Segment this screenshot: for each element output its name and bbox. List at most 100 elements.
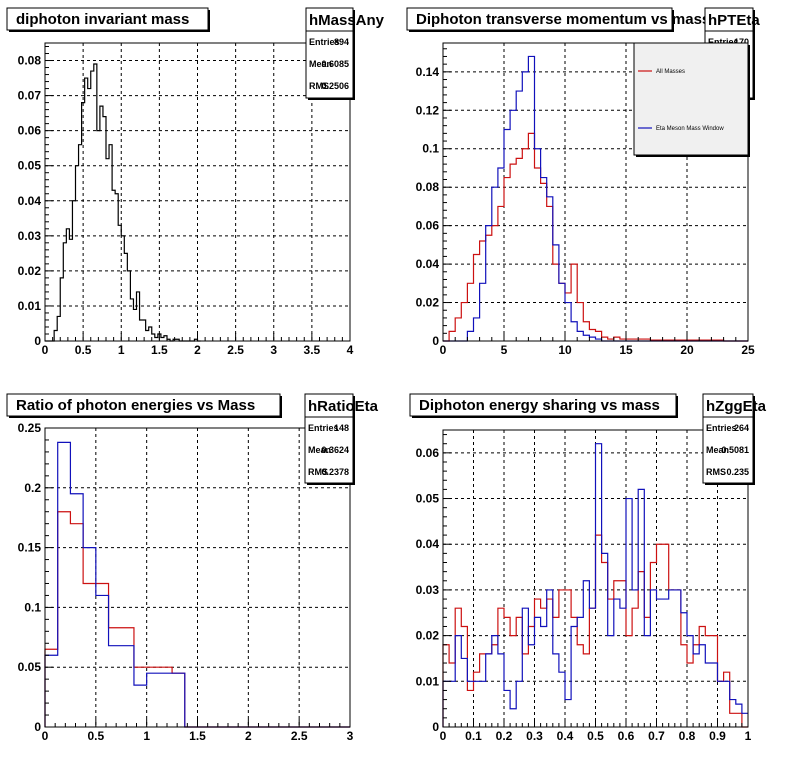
y-tick-label: 0.04: [416, 537, 440, 551]
chart-panel-2: 0 5 10 15 20 25 0 0.02 0.04 0.06 0.08 0.1 0.12 0.14 Di…: [406, 7, 760, 357]
stats-box: [305, 7, 354, 99]
y-tick-label: 0.03: [18, 229, 42, 243]
y-tick-label: 0: [34, 334, 41, 348]
stats-label: Entries: [308, 423, 339, 433]
x-tick-label: 0: [440, 729, 447, 743]
stats-box: [304, 393, 354, 484]
y-tick-label: 0.01: [18, 299, 42, 313]
y-tick-label: 0.05: [18, 660, 42, 674]
y-tick-label: 0.04: [416, 257, 440, 271]
x-tick-label: 5: [501, 343, 508, 357]
x-tick-label: 2: [194, 343, 201, 357]
chart-title: Ratio of photon energies vs Mass: [16, 397, 255, 414]
y-tick-label: 0.07: [18, 89, 42, 103]
y-tick-label: 0.25: [18, 421, 42, 435]
x-tick-label: 20: [680, 343, 694, 357]
stats-value: 0.2506: [321, 81, 349, 91]
x-tick-label: 0.7: [648, 729, 665, 743]
histogram-series-1: [443, 132, 748, 342]
x-tick-label: 4: [347, 343, 354, 357]
y-tick-label: 0.01: [416, 674, 440, 688]
x-tick-label: 15: [619, 343, 633, 357]
stats-label: Mean: [308, 445, 331, 455]
stats-label: Entries: [708, 37, 739, 47]
x-tick-label: 0.4: [557, 729, 574, 743]
y-tick-label: 0: [34, 720, 41, 734]
x-tick-label: 2.5: [227, 343, 244, 357]
chart-panel-3: 0 0.5 1 1.5 2 2.5 3 0 0.05 0.1 0.15 0.2 0.25 Ratio of…: [6, 393, 379, 743]
stats-value: 894: [334, 37, 349, 47]
y-tick-label: 0.15: [18, 541, 42, 555]
x-tick-label: 0.3: [526, 729, 543, 743]
y-tick-label: 0: [432, 334, 439, 348]
x-tick-label: 0.5: [75, 343, 92, 357]
y-tick-label: 0.06: [18, 124, 42, 138]
stats-name: hZggEta: [706, 398, 767, 415]
x-tick-label: 0: [440, 343, 447, 357]
chart-panel-4: 0 0.1 0.2 0.3 0.4 0.5 0.6 0.7 0.8 0.9 1 0 0.01 0.02 0.…: [409, 393, 767, 743]
x-tick-label: 0.1: [465, 729, 482, 743]
x-tick-label: 1.5: [151, 343, 168, 357]
x-tick-label: 3: [347, 729, 354, 743]
x-tick-label: 2: [245, 729, 252, 743]
chart-panel-1: 0 0.5 1 1.5 2 2.5 3 3.5 4 0 0.01 0.02 0.03 0.04 0.05 0.…: [6, 7, 385, 357]
x-tick-label: 10: [558, 343, 572, 357]
y-tick-label: 0.12: [416, 103, 440, 117]
legend-entry: All Masses: [656, 69, 685, 75]
x-tick-label: 0: [42, 729, 49, 743]
stats-label: RMS: [308, 467, 328, 477]
x-tick-label: 25: [741, 343, 755, 357]
legend-box: [633, 42, 749, 156]
x-tick-label: 1: [143, 729, 150, 743]
y-tick-label: 0.1: [24, 600, 41, 614]
y-tick-label: 0.1: [422, 142, 439, 156]
x-tick-label: 0.5: [87, 729, 104, 743]
x-tick-label: 0.9: [709, 729, 726, 743]
x-tick-label: 0.8: [679, 729, 696, 743]
stats-label: RMS: [309, 81, 329, 91]
x-tick-label: 3: [270, 343, 277, 357]
stats-box: [702, 393, 754, 484]
stats-value: 0.5081: [721, 445, 749, 455]
legend-entry: Eta Meson Mass Window: [656, 126, 724, 132]
x-tick-label: 1: [745, 729, 752, 743]
stats-name: hMassAny: [309, 12, 385, 29]
y-tick-label: 0.14: [416, 65, 440, 79]
y-tick-label: 0.05: [18, 159, 42, 173]
stats-name: hPTEta: [708, 12, 760, 29]
stats-name: hRatioEta: [308, 398, 379, 415]
y-tick-label: 0.08: [18, 54, 42, 68]
title-box: [406, 7, 673, 31]
title-box: [6, 7, 209, 31]
chart-title: Diphoton energy sharing vs mass: [419, 397, 660, 414]
chart-title: Diphoton transverse momentum vs mass: [416, 11, 710, 28]
y-tick-label: 0.02: [18, 264, 42, 278]
x-tick-label: 1.5: [189, 729, 206, 743]
x-tick-label: 0: [42, 343, 49, 357]
chart-title: diphoton invariant mass: [16, 11, 189, 28]
x-tick-label: 0.6: [618, 729, 635, 743]
stats-label: Entries: [309, 37, 340, 47]
title-box: [409, 393, 677, 417]
x-tick-label: 0.2: [496, 729, 513, 743]
y-tick-label: 0.03: [416, 583, 440, 597]
stats-value: 148: [334, 423, 349, 433]
y-tick-label: 0.02: [416, 629, 440, 643]
stats-value: 0.3624: [321, 445, 349, 455]
stats-label: Mean: [706, 445, 729, 455]
y-tick-label: 0.02: [416, 296, 440, 310]
title-box: [6, 393, 281, 417]
y-tick-label: 0.04: [18, 194, 42, 208]
y-tick-label: 0.2: [24, 481, 41, 495]
stats-value: 264: [734, 423, 749, 433]
x-tick-label: 2.5: [291, 729, 308, 743]
x-tick-label: 0.5: [587, 729, 604, 743]
stats-value: 0.6085: [321, 59, 349, 69]
y-tick-label: 0: [432, 720, 439, 734]
y-tick-label: 0.06: [416, 219, 440, 233]
stats-value: 0.2378: [321, 467, 349, 477]
stats-value: 0.235: [726, 467, 749, 477]
histogram-series-2: [442, 443, 748, 727]
y-tick-label: 0.05: [416, 492, 440, 506]
